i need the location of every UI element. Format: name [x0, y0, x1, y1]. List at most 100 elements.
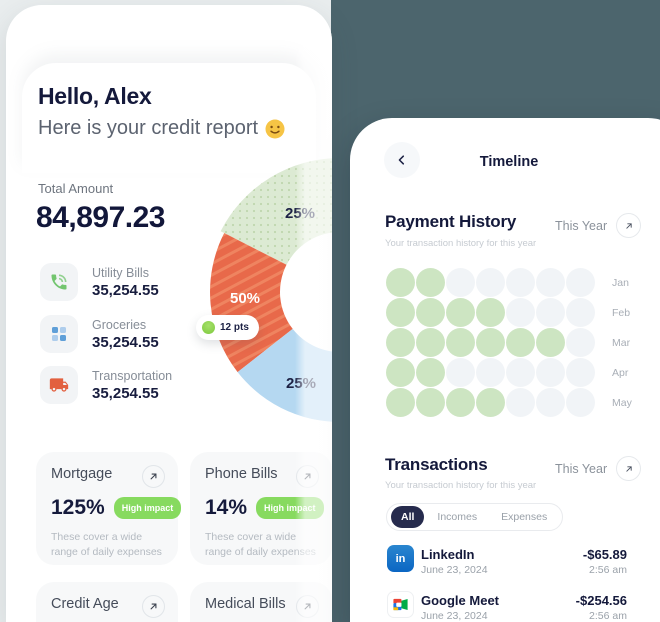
card-description: These cover a wide range of daily expens… — [205, 531, 316, 558]
impact-badge: High impact — [256, 497, 324, 519]
month-label: Feb — [612, 307, 631, 319]
transaction-row-google-meet[interactable]: Google Meet June 23, 2024 -$254.56 2:56 … — [387, 591, 627, 622]
card-phone-bills[interactable]: Phone Bills 14% High impact These cover … — [190, 452, 332, 565]
grid-icon — [40, 315, 78, 353]
grid-dot — [566, 388, 595, 417]
grid-dot — [566, 268, 595, 297]
grid-dot — [446, 268, 475, 297]
grid-dot — [536, 268, 565, 297]
payment-history-subtitle: Your transaction history for this year — [385, 238, 537, 249]
grid-dot — [566, 358, 595, 387]
transaction-date: June 23, 2024 — [421, 564, 488, 576]
back-button[interactable] — [384, 142, 420, 178]
grid-dot — [506, 358, 535, 387]
grid-dot — [476, 328, 505, 357]
points-badge-label: 12 pts — [220, 322, 249, 333]
open-arrow-button[interactable] — [142, 465, 165, 488]
grid-dot — [386, 298, 415, 327]
timeline-screen: Timeline Payment History This Year Your … — [350, 118, 660, 622]
filter-chip-all[interactable]: All — [391, 506, 425, 528]
grid-dot — [506, 268, 535, 297]
card-title: Credit Age — [51, 596, 119, 612]
grid-dot — [416, 268, 445, 297]
google-meet-icon — [387, 591, 414, 618]
grid-dot — [536, 358, 565, 387]
grid-dot — [566, 298, 595, 327]
grid-dot — [476, 298, 505, 327]
category-label: Utility Bills — [92, 265, 149, 280]
category-row-transportation[interactable]: Transportation 35,254.55 — [40, 366, 215, 404]
page-title: Timeline — [479, 154, 539, 170]
card-mortgage[interactable]: Mortgage 125% High impact These cover a … — [36, 452, 182, 565]
total-amount-value: 84,897.23 — [36, 201, 165, 234]
open-arrow-button[interactable] — [296, 595, 319, 618]
card-medical-bills[interactable]: Medical Bills — [190, 582, 332, 622]
inner-card-arc — [22, 63, 316, 173]
points-badge: 12 pts — [196, 315, 259, 340]
card-credit-age[interactable]: Credit Age — [36, 582, 178, 622]
truck-icon — [40, 366, 78, 404]
greeting-subtitle: Here is your credit report — [38, 117, 259, 139]
payment-period-control[interactable]: This Year — [555, 213, 642, 238]
transaction-time: 2:56 am — [589, 610, 627, 622]
grid-dot — [386, 358, 415, 387]
total-amount-label: Total Amount — [38, 181, 114, 196]
phone-icon — [40, 263, 78, 301]
filter-chip-expenses[interactable]: Expenses — [490, 506, 558, 528]
points-icon — [202, 321, 215, 334]
grid-dot — [566, 328, 595, 357]
grid-dot — [476, 358, 505, 387]
open-arrow-button[interactable] — [296, 465, 319, 488]
grid-dot — [386, 268, 415, 297]
transaction-date: June 23, 2024 — [421, 610, 488, 622]
smiley-emoji-icon — [265, 119, 285, 138]
category-value: 35,254.55 — [92, 281, 159, 299]
category-value: 35,254.55 — [92, 384, 159, 402]
linkedin-icon: in — [387, 545, 414, 572]
month-label: Jan — [612, 277, 629, 289]
month-label: May — [612, 397, 632, 409]
grid-dot — [446, 298, 475, 327]
transactions-period-control[interactable]: This Year — [555, 456, 642, 481]
grid-dot — [476, 388, 505, 417]
credit-report-screen: 25% 50% 25% 12 pts Hello, Alex Here is y… — [6, 5, 332, 622]
period-label: This Year — [555, 218, 608, 233]
filter-chip-incomes[interactable]: Incomes — [426, 506, 488, 528]
category-row-groceries[interactable]: Groceries 35,254.55 — [40, 315, 215, 353]
card-description: These cover a wide range of daily expens… — [51, 531, 162, 558]
period-arrow-button[interactable] — [616, 213, 642, 238]
donut-chart — [210, 158, 332, 422]
donut-label-blue: 25% — [285, 375, 317, 392]
grid-dot — [476, 268, 505, 297]
grid-dot — [446, 388, 475, 417]
category-row-utility-bills[interactable]: Utility Bills 35,254.55 — [40, 263, 215, 301]
grid-dot — [416, 388, 445, 417]
grid-dot — [536, 298, 565, 327]
grid-dot — [506, 298, 535, 327]
period-arrow-button[interactable] — [616, 456, 642, 481]
grid-dot — [446, 358, 475, 387]
grid-dot — [416, 328, 445, 357]
transaction-amount: -$254.56 — [575, 593, 627, 608]
grid-dot — [506, 328, 535, 357]
arrow-up-right-icon — [625, 465, 632, 472]
transaction-title: Google Meet — [421, 593, 500, 608]
month-label: Apr — [612, 367, 629, 379]
grid-dot — [386, 328, 415, 357]
category-label: Groceries — [92, 317, 147, 332]
open-arrow-button[interactable] — [142, 595, 165, 618]
transaction-time: 2:56 am — [589, 564, 627, 576]
period-label: This Year — [555, 461, 608, 476]
payment-grid: Jan Feb Mar Apr May — [386, 268, 656, 418]
card-title: Phone Bills — [205, 466, 278, 482]
category-value: 35,254.55 — [92, 333, 159, 351]
grid-dot — [416, 358, 445, 387]
transaction-row-linkedin[interactable]: in LinkedIn June 23, 2024 -$65.89 2:56 a… — [387, 545, 627, 585]
chevron-left-icon — [398, 155, 405, 165]
transaction-filter-bar: All Incomes Expenses — [386, 503, 564, 531]
transaction-amount: -$65.89 — [582, 547, 627, 562]
card-value: 14% — [205, 496, 248, 519]
transactions-subtitle: Your transaction history for this year — [385, 480, 537, 491]
greeting-title: Hello, Alex — [38, 83, 152, 109]
